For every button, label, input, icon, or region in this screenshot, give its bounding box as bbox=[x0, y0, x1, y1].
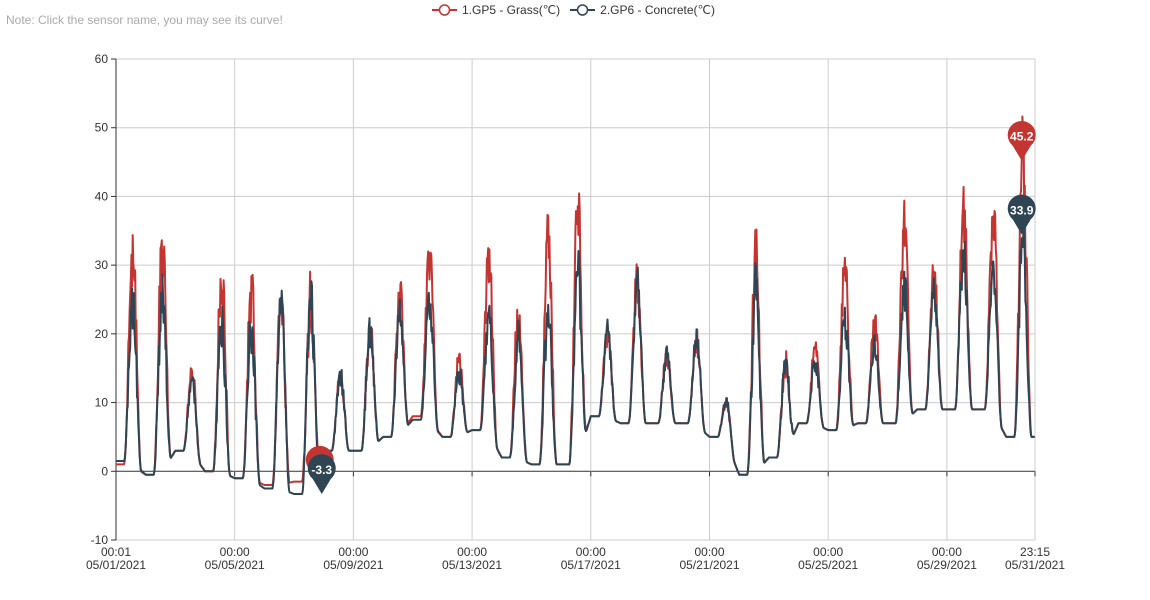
x-tick-time: 00:00 bbox=[576, 545, 606, 559]
x-tick-date: 05/25/2021 bbox=[798, 558, 858, 572]
legend-label-concrete: 2.GP6 - Concrete(℃) bbox=[600, 3, 715, 17]
legend-item-grass[interactable]: 1.GP5 - Grass(℃) bbox=[432, 3, 560, 17]
x-tick-date: 05/13/2021 bbox=[442, 558, 502, 572]
min-marker-concrete-label: -3.3 bbox=[311, 463, 332, 477]
legend-concrete-icon bbox=[570, 4, 596, 16]
x-tick-time: 00:00 bbox=[694, 545, 724, 559]
max-marker-concrete-label: 33.9 bbox=[1010, 203, 1034, 217]
x-tick-date: 05/09/2021 bbox=[323, 558, 383, 572]
min-marker-concrete-shape bbox=[307, 454, 336, 494]
y-tick-label: 20 bbox=[95, 327, 109, 341]
legend: 1.GP5 - Grass(℃) 2.GP6 - Concrete(℃) bbox=[432, 3, 715, 17]
y-tick-label: 40 bbox=[95, 189, 109, 203]
legend-grass-icon bbox=[432, 4, 457, 16]
y-tick-label: 10 bbox=[95, 396, 109, 410]
x-tick-time: 00:00 bbox=[338, 545, 368, 559]
y-tick-label: -10 bbox=[91, 533, 109, 547]
legend-label-grass: 1.GP5 - Grass(℃) bbox=[462, 3, 561, 17]
series-line-concrete bbox=[115, 216, 1036, 495]
max-marker-concrete: 33.9 bbox=[1007, 194, 1036, 235]
x-tick-date: 05/29/2021 bbox=[917, 558, 977, 572]
x-tick-time: 00:00 bbox=[813, 545, 843, 559]
note-text: Note: Click the sensor name, you may see… bbox=[6, 13, 283, 27]
x-tick-date: 05/31/2021 bbox=[1005, 558, 1065, 572]
min-marker-concrete: -3.3 bbox=[307, 454, 336, 494]
x-tick-date: 05/05/2021 bbox=[205, 558, 265, 572]
y-tick-label: 60 bbox=[95, 52, 109, 66]
max-marker-grass: 45.2 bbox=[1007, 120, 1036, 161]
x-tick-time: 23:15 bbox=[1020, 545, 1050, 559]
y-tick-label: 0 bbox=[101, 464, 108, 478]
max-marker-concrete-shape bbox=[1007, 194, 1036, 235]
max-marker-grass-shape bbox=[1007, 120, 1036, 161]
max-marker-grass-label: 45.2 bbox=[1010, 130, 1034, 144]
y-tick-label: 50 bbox=[95, 121, 109, 135]
x-tick-time: 00:00 bbox=[457, 545, 487, 559]
x-tick-date: 05/01/2021 bbox=[86, 558, 146, 572]
x-tick-date: 05/17/2021 bbox=[561, 558, 621, 572]
x-tick-time: 00:00 bbox=[932, 545, 962, 559]
x-tick-date: 05/21/2021 bbox=[679, 558, 739, 572]
x-tick-time: 00:00 bbox=[220, 545, 250, 559]
y-tick-label: 30 bbox=[95, 258, 109, 272]
x-tick-time: 00:01 bbox=[101, 545, 131, 559]
legend-item-concrete[interactable]: 2.GP6 - Concrete(℃) bbox=[570, 3, 715, 17]
